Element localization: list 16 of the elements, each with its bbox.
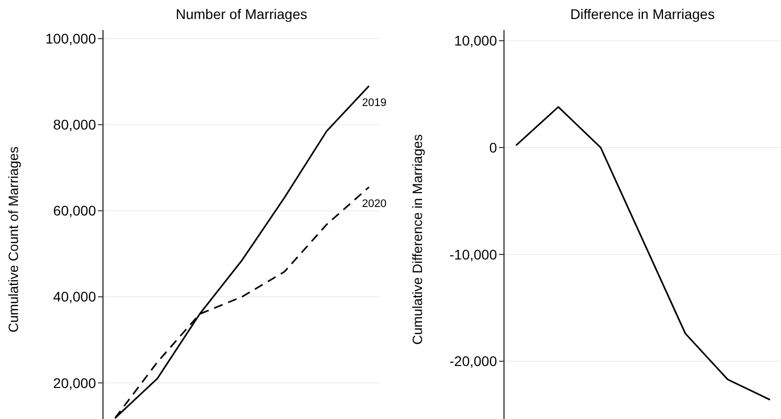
chart-title: Number of Marriages bbox=[176, 6, 308, 22]
series-label: 2020 bbox=[362, 198, 386, 210]
y-tick-label: 0 bbox=[489, 139, 498, 156]
y-axis-title: Cumulative Count of Marriages bbox=[6, 146, 21, 333]
y-tick-label: 10,000 bbox=[454, 32, 498, 49]
series-label: 2019 bbox=[362, 96, 386, 109]
y-tick-label: 20,000 bbox=[53, 374, 96, 391]
y-axis-title: Cumulative Difference in Marriages bbox=[410, 134, 425, 345]
y-tick-label: -20,000 bbox=[450, 353, 498, 370]
chart-title: Difference in Marriages bbox=[570, 6, 715, 22]
y-tick-label: 100,000 bbox=[45, 30, 96, 47]
y-tick-label: 40,000 bbox=[53, 288, 96, 305]
y-tick-label: -10,000 bbox=[450, 246, 498, 262]
line-series bbox=[515, 106, 771, 401]
y-tick-label: 60,000 bbox=[53, 202, 96, 219]
y-tick-label: 80,000 bbox=[53, 116, 96, 133]
